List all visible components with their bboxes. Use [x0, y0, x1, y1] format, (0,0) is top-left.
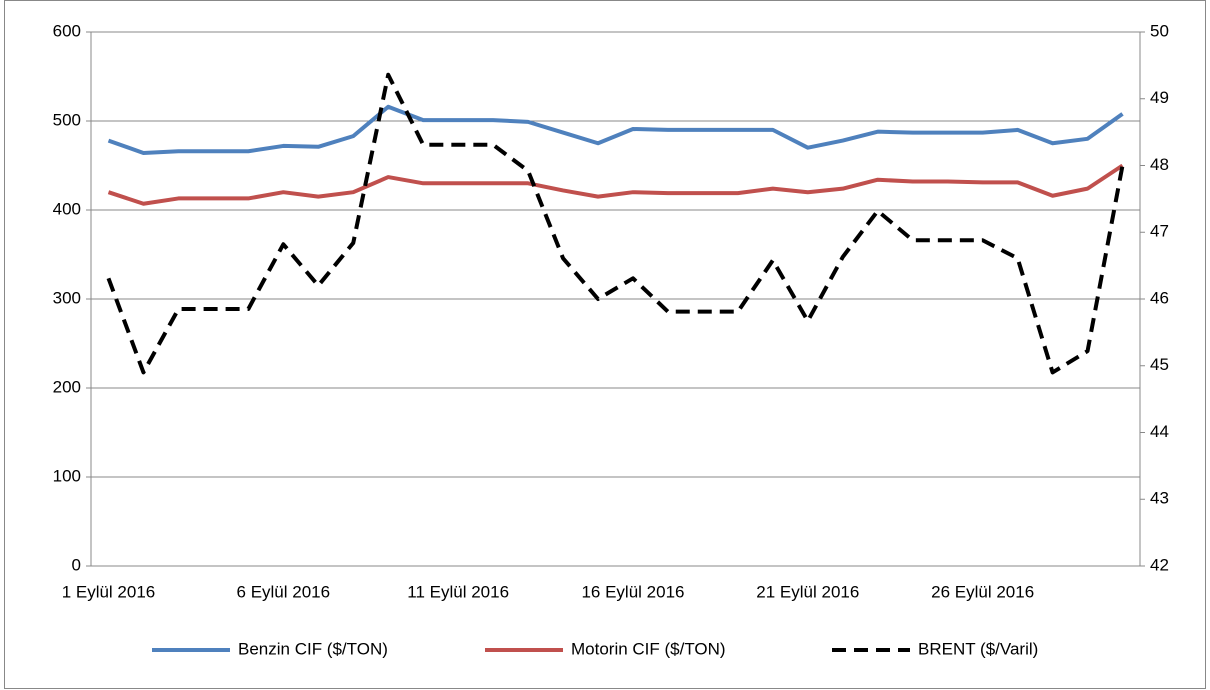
y-tick-label: 500 [53, 110, 81, 129]
series-line [106, 72, 1125, 375]
x-tick-label: 16 Eylül 2016 [581, 582, 684, 601]
x-tick-label: 26 Eylül 2016 [931, 582, 1034, 601]
y2-tick-label: 49 [1150, 88, 1169, 107]
y2-tick-label: 48 [1150, 155, 1169, 174]
legend-label: BRENT ($/Varil) [918, 639, 1038, 658]
x-tick-label: 21 Eylül 2016 [756, 582, 859, 601]
legend-label: Benzin CIF ($/TON) [238, 639, 388, 658]
y2-tick-label: 44 [1150, 422, 1169, 441]
x-tick-label: 1 Eylül 2016 [62, 582, 156, 601]
y-tick-label: 200 [53, 377, 81, 396]
y-tick-label: 600 [53, 21, 81, 40]
y-tick-label: 100 [53, 466, 81, 485]
series-line [107, 104, 1124, 156]
y2-tick-label: 43 [1150, 489, 1169, 508]
y2-tick-label: 42 [1150, 555, 1169, 574]
y2-tick-label: 50 [1150, 21, 1169, 40]
x-tick-label: 11 Eylül 2016 [407, 582, 509, 601]
y-tick-label: 0 [72, 555, 81, 574]
series-line [107, 163, 1124, 206]
x-tick-label: 6 Eylül 2016 [237, 582, 331, 601]
y2-tick-label: 46 [1150, 288, 1169, 307]
y2-tick-label: 45 [1150, 355, 1169, 374]
legend-label: Motorin CIF ($/TON) [571, 639, 726, 658]
chart-border [4, 0, 1206, 689]
y-tick-label: 400 [53, 199, 81, 218]
y2-tick-label: 47 [1150, 222, 1169, 241]
y-tick-label: 300 [53, 288, 81, 307]
